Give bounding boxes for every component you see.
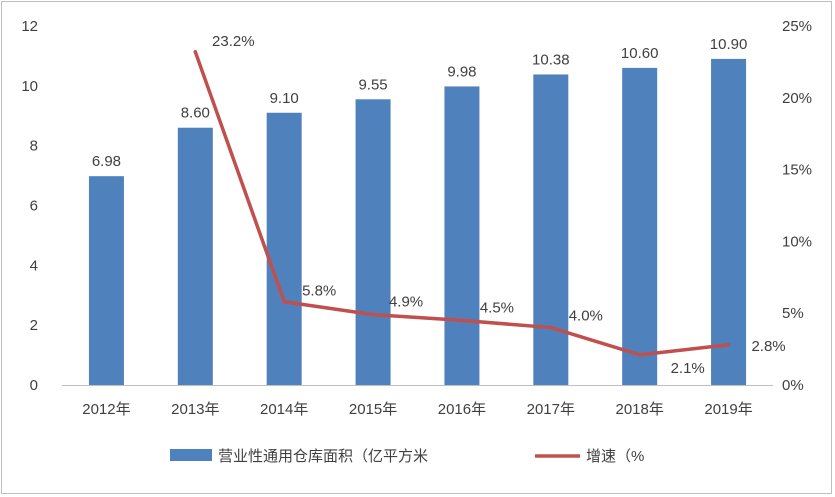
y-left-tick-label: 6 [30,198,38,215]
growth-value-label: 4.9% [389,294,423,311]
bar [177,127,213,385]
legend-label-growth: 增速（% [586,448,644,465]
bar [444,86,480,385]
bar-value-label: 9.55 [358,76,387,93]
bar-value-label: 10.60 [621,45,659,62]
bar [533,74,569,385]
y-right-tick-label: 20% [782,90,812,107]
x-tick-label: 2013年 [171,401,219,418]
x-tick-label: 2017年 [527,401,575,418]
bar-value-label: 9.10 [270,90,299,107]
bar-value-label: 8.60 [181,105,210,122]
x-tick-label: 2012年 [82,401,130,418]
growth-point [549,325,553,330]
bar [711,58,747,386]
y-left-tick-label: 0 [30,377,38,394]
bar [88,176,124,385]
x-tick-label: 2018年 [616,401,664,418]
y-right-tick-label: 25% [782,18,812,35]
bar [355,99,391,385]
y-right-tick-label: 15% [782,162,812,179]
growth-value-label: 5.8% [302,283,336,300]
bar-value-label: 10.90 [710,36,748,53]
bar-value-label: 9.98 [447,63,476,80]
growth-point [726,342,731,347]
y-left-tick-label: 4 [30,257,38,274]
y-right-tick-label: 0% [782,377,804,394]
bar [266,112,302,385]
growth-point [460,318,464,323]
growth-value-label: 4.0% [569,308,603,325]
growth-value-label: 4.5% [480,299,514,316]
growth-point [637,353,642,357]
y-right-tick-label: 10% [782,233,812,250]
bar-value-label: 6.98 [92,153,121,170]
growth-point [282,299,286,304]
y-left-tick-label: 2 [30,317,38,334]
y-left-tick-label: 12 [21,18,38,35]
y-left-tick-label: 8 [30,138,38,155]
growth-value-label: 23.2% [212,33,255,50]
bar [622,67,658,385]
growth-point [193,50,198,54]
x-tick-label: 2016年 [438,401,486,418]
growth-value-label: 2.8% [751,338,785,355]
bar-value-label: 10.38 [532,51,570,68]
growth-value-label: 2.1% [671,360,705,377]
x-tick-label: 2014年 [260,401,308,418]
y-right-tick-label: 5% [782,305,804,322]
legend-swatch-bar [170,449,212,461]
x-tick-label: 2015年 [349,401,397,418]
growth-point [371,312,375,317]
x-tick-label: 2019年 [704,401,752,418]
y-left-tick-label: 10 [21,78,38,95]
legend-label-area: 营业性通用仓库面积（亿平方米 [218,448,428,465]
